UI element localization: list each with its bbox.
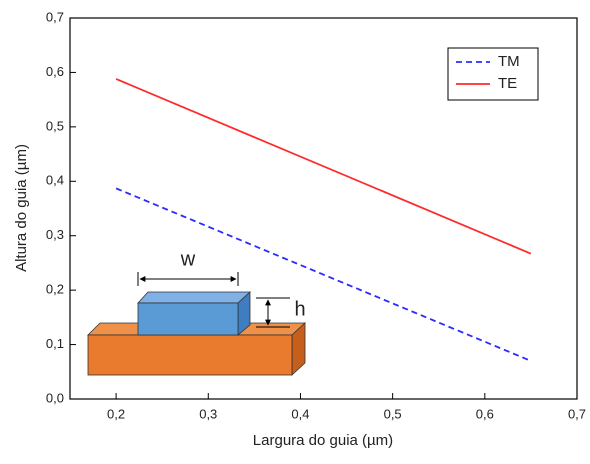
y-tick-label: 0,5: [46, 118, 64, 133]
line-series: [115, 187, 532, 362]
inset-diagram: [87, 272, 307, 376]
plot-frame: [69, 17, 578, 400]
x-tick-label: 0,2: [107, 406, 125, 421]
y-tick-label: 0,1: [46, 336, 64, 351]
x-tick-label: 0,5: [384, 406, 402, 421]
x-tick-label: 0,4: [291, 406, 309, 421]
x-tick-label: 0,6: [476, 406, 494, 421]
legend-box: [447, 47, 539, 101]
annotation: h: [294, 298, 305, 320]
y-axis-label: Altura do guia (µm): [13, 144, 30, 272]
line-series: [115, 78, 532, 255]
x-tick-label: 0,3: [199, 406, 217, 421]
y-tick-label: 0,2: [46, 282, 64, 297]
y-tick-label: 0,6: [46, 64, 64, 79]
y-tick-label: 0,0: [46, 390, 64, 405]
x-tick-label: 0,7: [568, 406, 586, 421]
y-tick-label: 0,4: [46, 173, 64, 188]
x-axis-label: Largura do guia (µm): [253, 432, 393, 449]
y-tick-label: 0,3: [46, 227, 64, 242]
legend-label: TM: [498, 53, 520, 70]
y-tick-label: 0,7: [46, 9, 64, 24]
annotation: w: [180, 248, 196, 270]
legend-label: TE: [498, 75, 517, 92]
